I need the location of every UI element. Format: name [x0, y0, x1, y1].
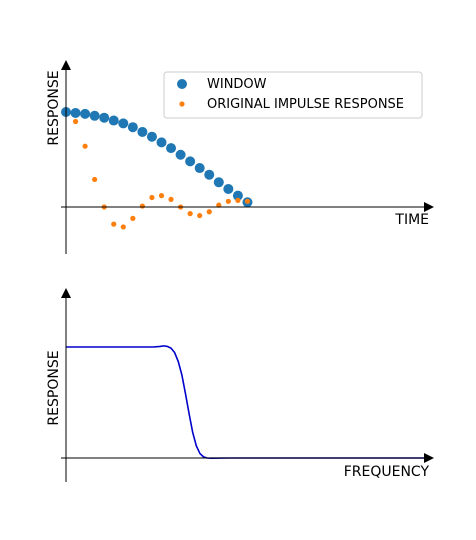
legend-label-impulse: ORIGINAL IMPULSE RESPONSE	[207, 97, 404, 112]
legend-box	[163, 71, 423, 119]
window-point	[175, 149, 186, 160]
window-point	[146, 131, 157, 142]
x-axis-label: TIME	[394, 212, 429, 228]
x-axis-arrow	[424, 453, 434, 463]
window-point	[156, 137, 167, 148]
impulse-point	[92, 176, 98, 183]
legend-marker-window	[177, 79, 187, 89]
window-point	[118, 118, 129, 129]
window-point	[80, 108, 91, 119]
x-axis-arrow	[424, 202, 434, 212]
window-point	[89, 110, 100, 121]
impulse-point	[206, 209, 212, 215]
impulse-point	[168, 196, 174, 202]
frequency-response-chart: FREQUENCY RESPONSE	[46, 288, 434, 482]
y-axis-arrow	[61, 60, 71, 70]
window-point	[70, 107, 81, 118]
y-axis-label: RESPONSE	[46, 70, 62, 145]
window-point	[99, 112, 110, 123]
impulse-point	[216, 202, 222, 208]
impulse-response-chart: TIME RESPONSE WINDOW ORIGINAL IMPULSE RE…	[46, 60, 434, 254]
impulse-point	[120, 224, 126, 230]
window-point	[223, 183, 234, 194]
legend: WINDOW ORIGINAL IMPULSE RESPONSE	[163, 71, 423, 119]
impulse-point	[149, 194, 155, 201]
impulse-point	[139, 203, 145, 209]
impulse-point	[244, 198, 251, 204]
window-point	[194, 163, 205, 174]
x-axis-label: FREQUENCY	[344, 464, 430, 480]
legend-marker-impulse	[179, 101, 185, 107]
y-axis-arrow	[61, 288, 71, 298]
impulse-point	[235, 197, 241, 203]
y-axis-label: RESPONSE	[46, 350, 62, 425]
impulse-point	[197, 212, 203, 219]
window-point	[108, 115, 119, 126]
window-point	[232, 190, 243, 201]
window-point	[204, 169, 215, 180]
impulse-point	[225, 198, 231, 204]
impulse-point	[82, 143, 88, 149]
frequency-response-line	[66, 345, 428, 460]
impulse-point	[72, 118, 79, 125]
window-point	[166, 143, 177, 154]
window-point	[213, 177, 224, 188]
impulse-point	[111, 221, 117, 227]
window-point	[127, 122, 138, 133]
impulse-point	[187, 211, 193, 217]
legend-label-window: WINDOW	[207, 77, 267, 92]
impulse-point	[130, 215, 136, 221]
window-point	[137, 126, 148, 137]
window-point	[185, 156, 196, 167]
impulse-point	[158, 193, 165, 199]
